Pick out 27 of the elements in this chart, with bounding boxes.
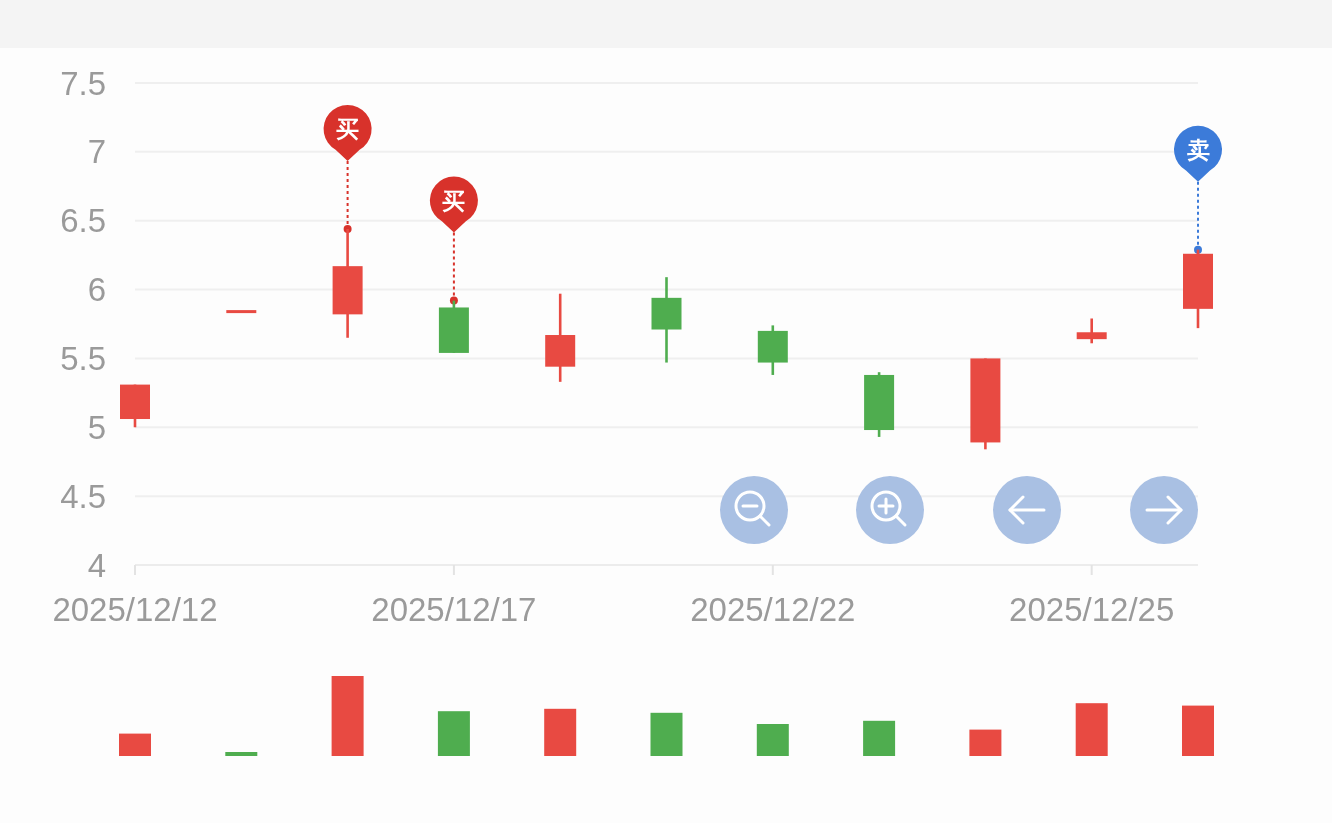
bar [969, 729, 1002, 756]
bar [544, 708, 577, 756]
bar [756, 724, 789, 756]
bar [1182, 705, 1214, 756]
bar [650, 712, 683, 756]
bar [225, 752, 258, 756]
bar [331, 676, 364, 756]
y-tick-label: 7 [87, 133, 106, 171]
y-tick-label: 6 [87, 271, 106, 309]
bar [437, 711, 470, 756]
y-tick-label: 4 [87, 546, 106, 584]
x-tick-label: 2025/12/22 [690, 590, 856, 628]
x-tick-label: 2025/12/12 [52, 590, 218, 628]
data-label: 买 [442, 187, 466, 214]
y-tick-label: 4.5 [60, 477, 106, 515]
bar [119, 733, 151, 756]
y-tick-label: 7.5 [60, 64, 106, 102]
x-tick-label: 2025/12/17 [371, 590, 537, 628]
y-tick-label: 6.5 [60, 202, 106, 240]
candlestick [1076, 317, 1107, 345]
y-tick-label: 5 [87, 408, 106, 446]
data-label: 卖 [1186, 136, 1210, 163]
y-tick-label: 5.5 [60, 339, 106, 377]
data-label: 买 [336, 115, 360, 142]
bar [1075, 703, 1108, 756]
bar [863, 720, 896, 756]
x-tick-label: 2025/12/25 [1009, 590, 1175, 628]
